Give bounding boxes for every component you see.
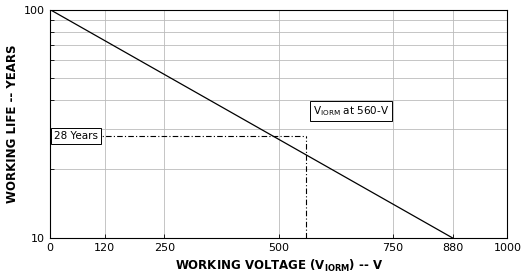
Text: 28 Years: 28 Years [54, 131, 97, 141]
Text: $\mathregular{V_{IORM}}$ at 560-V: $\mathregular{V_{IORM}}$ at 560-V [313, 104, 389, 118]
X-axis label: WORKING VOLTAGE ($\mathregular{V_{IORM}}$) -- V: WORKING VOLTAGE ($\mathregular{V_{IORM}}… [174, 258, 383, 274]
Y-axis label: WORKING LIFE -- YEARS: WORKING LIFE -- YEARS [6, 45, 18, 203]
